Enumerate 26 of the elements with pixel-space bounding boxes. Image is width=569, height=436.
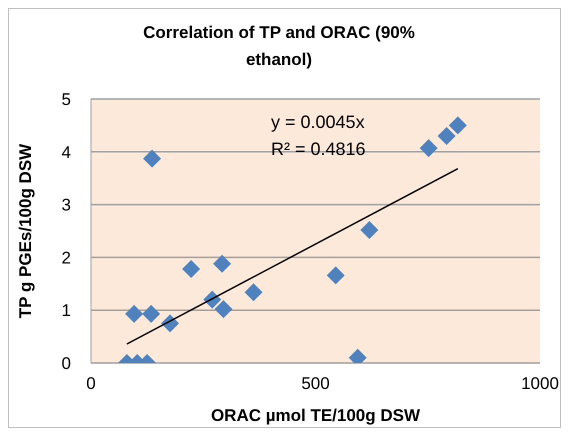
x-tick-label: 0 bbox=[86, 374, 96, 394]
point bbox=[244, 283, 263, 302]
y-tick-label: 2 bbox=[62, 248, 71, 268]
point bbox=[214, 300, 232, 318]
y-tick-label: 0 bbox=[62, 354, 71, 374]
chart-title: Correlation of TP and ORAC (90% ethanol) bbox=[142, 22, 416, 71]
point bbox=[213, 254, 232, 273]
y-tick-label: 4 bbox=[62, 142, 71, 162]
point bbox=[125, 304, 144, 323]
point bbox=[326, 266, 345, 284]
point bbox=[438, 126, 456, 145]
point bbox=[142, 304, 160, 323]
annotation: y = 0.0045x bbox=[271, 111, 365, 134]
point bbox=[360, 220, 378, 239]
x-tick-label: 1000 bbox=[521, 374, 559, 394]
x-axis-title: ORAC µmol TE/100g DSW bbox=[210, 406, 421, 425]
x-tick-label: 500 bbox=[301, 374, 330, 394]
y-tick-label: 1 bbox=[62, 301, 71, 320]
point bbox=[448, 116, 467, 134]
y-tick-label: 3 bbox=[62, 196, 71, 215]
point bbox=[182, 260, 200, 278]
point bbox=[143, 150, 162, 168]
y-axis-title: TP g PGEs/100g DSW bbox=[16, 142, 36, 318]
point bbox=[420, 139, 438, 158]
annotation: R² = 0.4816 bbox=[271, 138, 366, 161]
y-tick-label: 5 bbox=[62, 90, 71, 110]
